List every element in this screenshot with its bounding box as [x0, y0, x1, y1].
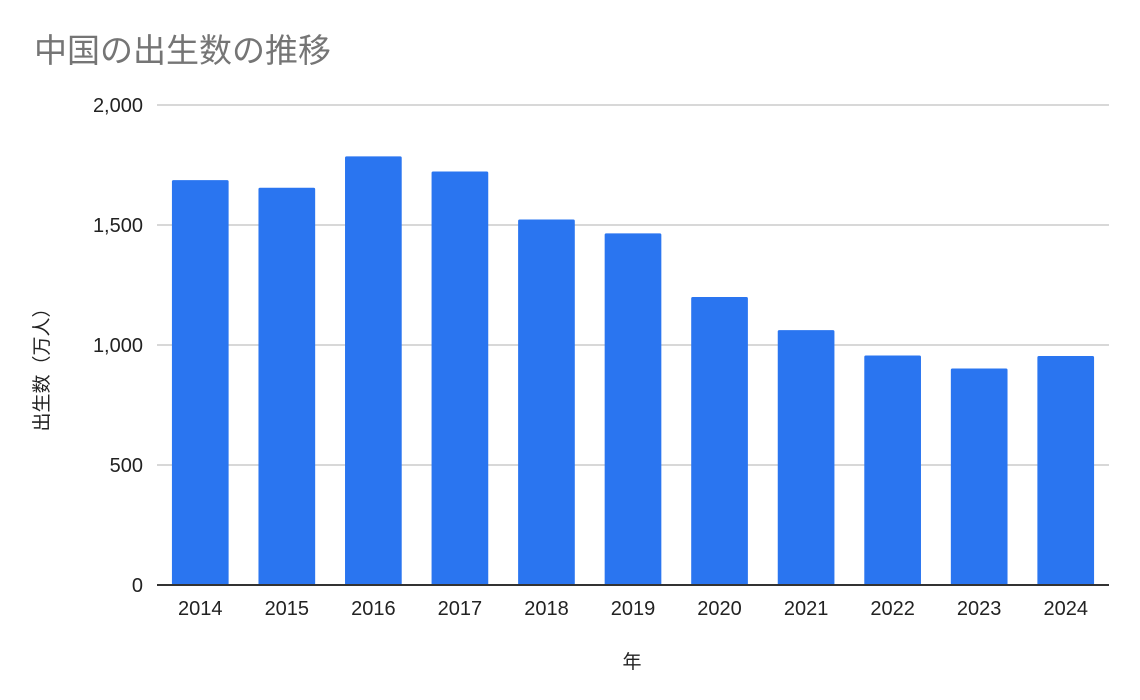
bar-2016 — [345, 156, 402, 586]
bar-2015 — [258, 187, 316, 586]
bar-2014 — [171, 180, 229, 585]
x-tick-label: 2020 — [697, 598, 742, 620]
bar-2020 — [691, 297, 748, 585]
x-axis-title: 年 — [622, 651, 641, 673]
x-tick-label: 2021 — [784, 598, 829, 620]
y-tick-label: 2,000 — [93, 95, 143, 117]
x-tick-label: 2017 — [438, 598, 483, 620]
x-tick-label: 2018 — [524, 598, 569, 620]
x-tick-label: 2019 — [611, 598, 656, 620]
bar-2021 — [777, 330, 835, 585]
bar-2017 — [431, 171, 489, 586]
bars — [171, 156, 1095, 586]
x-axis-tick-labels: 2014 2015 2016 2017 2018 2019 2020 2021 2022 2023… — [178, 598, 1088, 620]
x-tick-label: 2023 — [957, 598, 1002, 620]
x-tick-label: 2022 — [870, 598, 915, 620]
bar-2019 — [604, 233, 662, 585]
bar-2018 — [518, 219, 575, 586]
y-axis-tick-labels: 0 500 1,000 1,500 2,000 — [93, 95, 143, 597]
y-tick-label: 1,000 — [93, 335, 143, 357]
x-tick-label: 2014 — [178, 598, 223, 620]
x-tick-label: 2015 — [265, 598, 310, 620]
y-tick-label: 500 — [110, 455, 143, 477]
bar-2023 — [950, 368, 1008, 585]
x-tick-label: 2024 — [1043, 598, 1088, 620]
y-axis-title: 出生数（万人） — [31, 298, 53, 431]
bar-2024 — [1037, 356, 1095, 585]
chart-title: 中国の出生数の推移 — [34, 31, 331, 70]
bar-2022 — [864, 355, 921, 585]
y-tick-label: 1,500 — [93, 215, 143, 237]
y-tick-label: 0 — [132, 575, 143, 597]
x-tick-label: 2016 — [351, 598, 396, 620]
